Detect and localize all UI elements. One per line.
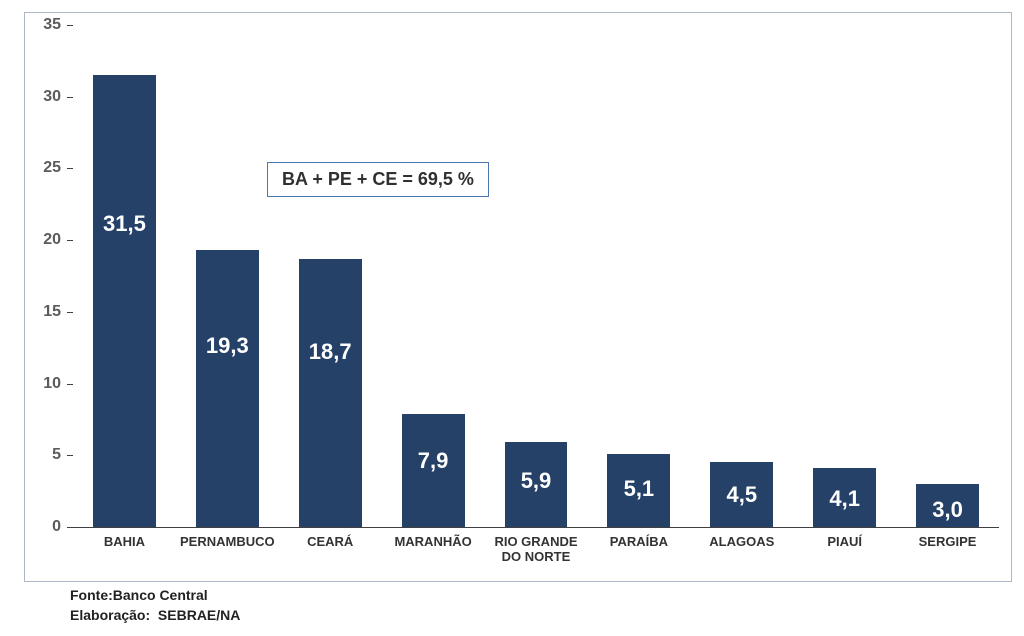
y-tick-label: 5	[52, 446, 61, 464]
x-category-label: PIAUÍ	[793, 535, 896, 550]
bar-slot: 3,0	[896, 25, 999, 527]
elab-label: Elaboração:	[70, 607, 150, 623]
bar-slot: 31,5	[73, 25, 176, 527]
chart-bar: 18,7	[299, 259, 362, 527]
x-category-label: ALAGOAS	[690, 535, 793, 550]
chart-bar: 31,5	[93, 75, 156, 527]
bar-value-label: 4,1	[813, 486, 876, 512]
x-axis-labels: BAHIAPERNAMBUCOCEARÁMARANHÃORIO GRANDE D…	[73, 529, 999, 575]
chart-bar: 7,9	[402, 414, 465, 527]
y-tick-label: 25	[43, 159, 61, 177]
chart-bar: 5,9	[505, 442, 568, 527]
x-category-label: MARANHÃO	[382, 535, 485, 550]
y-tick-label: 0	[52, 518, 61, 536]
source-label: Fonte:	[70, 587, 113, 603]
bar-value-label: 5,9	[505, 468, 568, 494]
annotation-text: BA + PE + CE = 69,5 %	[282, 169, 474, 189]
y-tick-label: 20	[43, 231, 61, 249]
chart-bar: 19,3	[196, 250, 259, 527]
y-tick-label: 30	[43, 88, 61, 106]
bar-slot: 4,5	[690, 25, 793, 527]
bar-slot: 18,7	[279, 25, 382, 527]
x-axis-line	[73, 527, 999, 528]
y-tick-label: 15	[43, 303, 61, 321]
x-category-label: BAHIA	[73, 535, 176, 550]
y-tick-label: 35	[43, 16, 61, 34]
elab-value: SEBRAE/NA	[158, 607, 240, 623]
x-category-label: PARAÍBA	[587, 535, 690, 550]
source-value: Banco Central	[113, 587, 208, 603]
bar-value-label: 18,7	[299, 339, 362, 365]
x-category-label: CEARÁ	[279, 535, 382, 550]
bar-value-label: 5,1	[607, 476, 670, 502]
bar-slot: 5,9	[485, 25, 588, 527]
y-axis: 05101520253035	[25, 25, 69, 527]
chart-bar: 5,1	[607, 454, 670, 527]
bar-slot: 4,1	[793, 25, 896, 527]
x-category-label: PERNAMBUCO	[176, 535, 279, 550]
bar-slot: 19,3	[176, 25, 279, 527]
bar-value-label: 4,5	[710, 482, 773, 508]
chart-bar: 4,1	[813, 468, 876, 527]
bar-slot: 7,9	[382, 25, 485, 527]
elaboration-line: Elaboração: SEBRAE/NA	[70, 606, 240, 626]
bar-value-label: 3,0	[916, 497, 979, 523]
bar-slot: 5,1	[587, 25, 690, 527]
annotation-box: BA + PE + CE = 69,5 %	[267, 162, 489, 197]
chart-footer: Fonte:Banco Central Elaboração: SEBRAE/N…	[70, 586, 240, 625]
chart-bar: 4,5	[710, 462, 773, 527]
bar-value-label: 7,9	[402, 448, 465, 474]
chart-container: 0 5 10 15 20 25 30 35 31,5 19,3 18,7 7,9 5,9 5,1 4,5 4…	[24, 12, 1012, 582]
bar-value-label: 31,5	[93, 211, 156, 237]
x-category-label: RIO GRANDE DO NORTE	[485, 535, 588, 565]
plot-area: 31,5 19,3 18,7 7,9 5,9 5,1 4,5 4,1 3,0 BA + PE +…	[73, 25, 999, 527]
source-line: Fonte:Banco Central	[70, 586, 240, 606]
bar-value-label: 19,3	[196, 333, 259, 359]
chart-bar: 3,0	[916, 484, 979, 527]
x-category-label: SERGIPE	[896, 535, 999, 550]
bars-group: 31,5 19,3 18,7 7,9 5,9 5,1 4,5 4,1 3,0	[73, 25, 999, 527]
y-tick-label: 10	[43, 375, 61, 393]
